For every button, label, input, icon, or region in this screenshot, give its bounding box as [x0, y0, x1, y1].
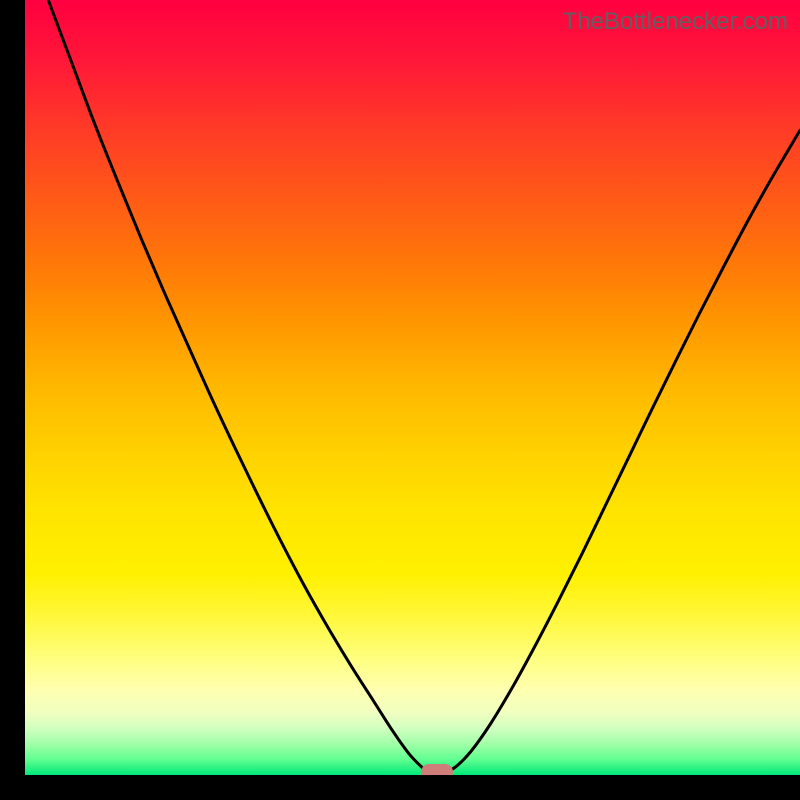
watermark-label: TheBottlenecker.com [563, 8, 788, 36]
bottleneck-curve [0, 0, 800, 800]
plot-border-bottom [0, 775, 800, 800]
plot-border-left [0, 0, 25, 800]
